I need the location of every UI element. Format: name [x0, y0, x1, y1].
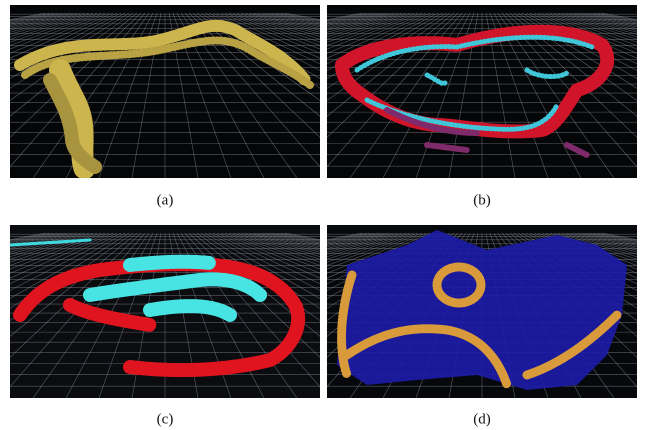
panel-caption: (b) — [473, 192, 491, 208]
figure: (a) (b) (c) (d) — [0, 0, 647, 430]
point-cloud — [337, 230, 627, 390]
panel-caption: (d) — [473, 411, 491, 427]
free-space — [337, 230, 627, 390]
panel-caption: (c) — [157, 411, 174, 427]
panel-caption: (a) — [157, 192, 174, 208]
